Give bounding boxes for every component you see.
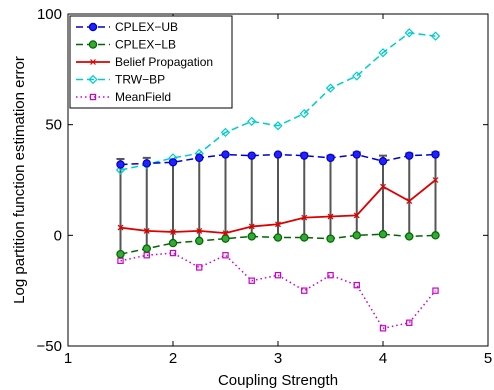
legend-marker <box>88 40 98 49</box>
legend-marker <box>90 59 96 65</box>
data-point <box>405 232 414 241</box>
data-point <box>142 244 151 253</box>
data-point <box>432 287 439 294</box>
data-point <box>117 224 124 231</box>
data-point <box>378 48 388 58</box>
data-point <box>301 214 308 221</box>
data-point <box>431 150 440 159</box>
data-point <box>275 221 281 228</box>
legend-label: TRW−BP <box>115 73 165 87</box>
data-point <box>247 116 257 126</box>
data-point <box>327 213 334 220</box>
plot-area <box>115 28 441 332</box>
data-point <box>116 249 125 259</box>
data-point <box>327 271 334 279</box>
x-tick-label: 4 <box>379 350 387 367</box>
data-point <box>301 287 308 294</box>
legend-label: CPLEX−UB <box>115 20 178 34</box>
data-point <box>222 252 229 259</box>
legend-label: CPLEX−LB <box>115 38 176 52</box>
x-tick-label: 3 <box>274 350 282 367</box>
data-point <box>299 108 309 119</box>
data-point <box>430 31 441 41</box>
legend-label: Belief Propagation <box>115 55 213 69</box>
data-point <box>378 156 388 166</box>
data-point <box>353 212 360 219</box>
data-point <box>406 198 413 204</box>
data-point <box>248 223 255 230</box>
x-tick-label: 5 <box>484 350 492 367</box>
y-tick-label: 100 <box>37 6 62 23</box>
data-point <box>222 230 229 237</box>
data-point <box>326 153 335 163</box>
data-point <box>406 319 413 326</box>
series-line <box>120 252 437 330</box>
data-point <box>300 151 309 160</box>
data-point <box>168 238 178 248</box>
data-point <box>221 234 230 243</box>
y-tick-label: 50 <box>45 117 62 134</box>
data-point <box>326 234 335 243</box>
legend-marker <box>89 93 97 101</box>
data-point <box>380 183 386 190</box>
data-point <box>143 227 150 234</box>
axes: 1 2 3 4 5 −50 0 50 100 Coupling Strength Log parti… <box>11 6 492 389</box>
series-line <box>120 32 436 171</box>
data-point <box>352 231 361 240</box>
legend: CPLEX−UB CPLEX−LB Belief Propagation TRW−BP… <box>69 15 233 109</box>
data-point <box>169 249 177 257</box>
data-point <box>117 257 124 264</box>
x-tick-label: 1 <box>64 350 72 367</box>
data-point <box>116 160 125 169</box>
data-point <box>115 165 126 175</box>
data-point <box>352 150 361 159</box>
data-point <box>273 150 283 159</box>
data-point <box>273 121 283 131</box>
data-point <box>196 227 203 234</box>
data-point <box>352 71 362 81</box>
legend-marker <box>88 74 98 85</box>
x-tick-label: 2 <box>169 350 177 367</box>
y-axis-title: Log partition function estimation error <box>11 56 28 304</box>
data-point <box>404 28 414 38</box>
data-point <box>378 230 388 239</box>
data-point <box>379 325 387 332</box>
data-point <box>405 151 414 160</box>
data-point <box>300 233 309 242</box>
data-point <box>247 151 256 160</box>
x-axis-title: Coupling Strength <box>218 372 338 389</box>
data-point <box>143 252 150 259</box>
data-point <box>196 264 203 271</box>
legend-label: MeanField <box>115 90 171 104</box>
data-point <box>221 150 230 159</box>
y-tick-label: −50 <box>37 338 62 355</box>
data-point <box>170 229 176 235</box>
legend-marker <box>88 22 98 32</box>
y-tick-label: 0 <box>54 227 62 244</box>
data-point <box>168 158 178 167</box>
data-point <box>273 233 283 242</box>
data-point <box>274 271 282 279</box>
data-point <box>248 277 255 284</box>
data-point <box>195 153 204 163</box>
data-point <box>195 236 204 246</box>
data-point <box>353 281 360 289</box>
data-point <box>220 127 231 138</box>
data-point <box>142 159 151 168</box>
data-point <box>247 232 256 241</box>
data-point <box>325 83 336 93</box>
data-point <box>431 231 440 240</box>
data-point <box>432 177 439 183</box>
